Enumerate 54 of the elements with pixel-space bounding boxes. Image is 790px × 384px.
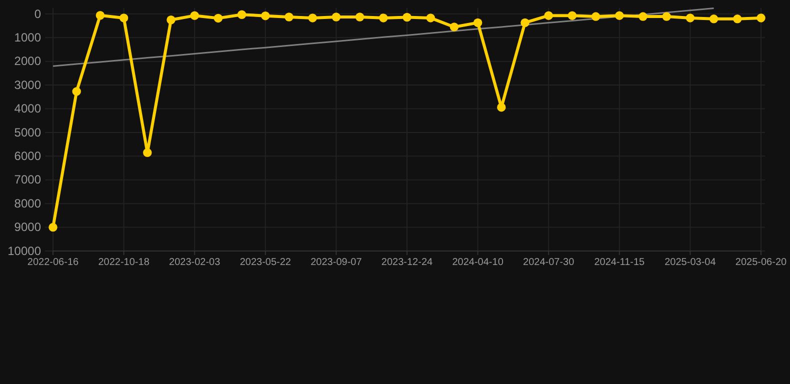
y-tick-label: 6000 xyxy=(14,149,42,164)
y-tick-label: 2000 xyxy=(14,54,42,68)
point xyxy=(473,18,482,28)
x-tick-label: 2022-10-18 xyxy=(98,257,150,268)
point xyxy=(756,14,766,22)
y-tick-label: 10000 xyxy=(8,244,42,258)
x-tick-label: 2024-11-15 xyxy=(594,257,646,268)
x-tick-label: 2024-04-10 xyxy=(452,257,504,268)
point xyxy=(662,12,671,21)
x-tick-label: 2023-02-03 xyxy=(169,257,221,268)
point xyxy=(544,11,553,20)
point xyxy=(379,14,388,22)
point xyxy=(733,14,742,24)
point xyxy=(615,11,624,20)
point xyxy=(237,10,246,19)
point xyxy=(72,87,81,96)
point xyxy=(402,12,412,22)
point xyxy=(143,148,152,157)
point xyxy=(591,12,600,21)
point xyxy=(426,14,435,22)
x-tick-label: 2024-07-30 xyxy=(523,257,575,268)
x-tick-label: 2025-06-20 xyxy=(735,257,788,268)
point xyxy=(214,14,223,23)
point xyxy=(450,22,459,32)
y-tick-label: 5000 xyxy=(14,125,42,140)
point xyxy=(166,15,176,24)
point xyxy=(355,12,364,22)
point xyxy=(284,12,294,22)
point xyxy=(332,12,341,22)
point xyxy=(308,14,317,22)
x-tick-label: 2022-06-16 xyxy=(27,257,80,268)
point xyxy=(709,14,718,24)
point xyxy=(119,14,128,22)
x-tick-label: 2023-12-24 xyxy=(381,257,434,268)
x-tick-label: 2023-09-07 xyxy=(310,257,362,268)
y-tick-label: 1000 xyxy=(14,30,42,44)
y-tick-label: 4000 xyxy=(14,102,42,116)
point xyxy=(520,18,530,28)
point xyxy=(686,14,695,22)
point xyxy=(497,102,506,112)
point xyxy=(261,11,270,20)
x-tick-label: 2025-03-04 xyxy=(664,257,716,268)
line-series xyxy=(52,7,715,67)
y-tick-label: 3000 xyxy=(14,78,42,92)
point xyxy=(48,222,58,232)
point xyxy=(190,11,199,20)
y-tick-label: 8000 xyxy=(14,196,42,210)
point xyxy=(568,11,577,20)
y-tick-label: 0 xyxy=(34,6,42,21)
y-tick-label: 9000 xyxy=(14,220,42,234)
x-tick-label: 2023-05-22 xyxy=(240,257,292,268)
y-tick-label: 7000 xyxy=(14,172,42,187)
point xyxy=(96,10,105,20)
point xyxy=(638,12,648,21)
